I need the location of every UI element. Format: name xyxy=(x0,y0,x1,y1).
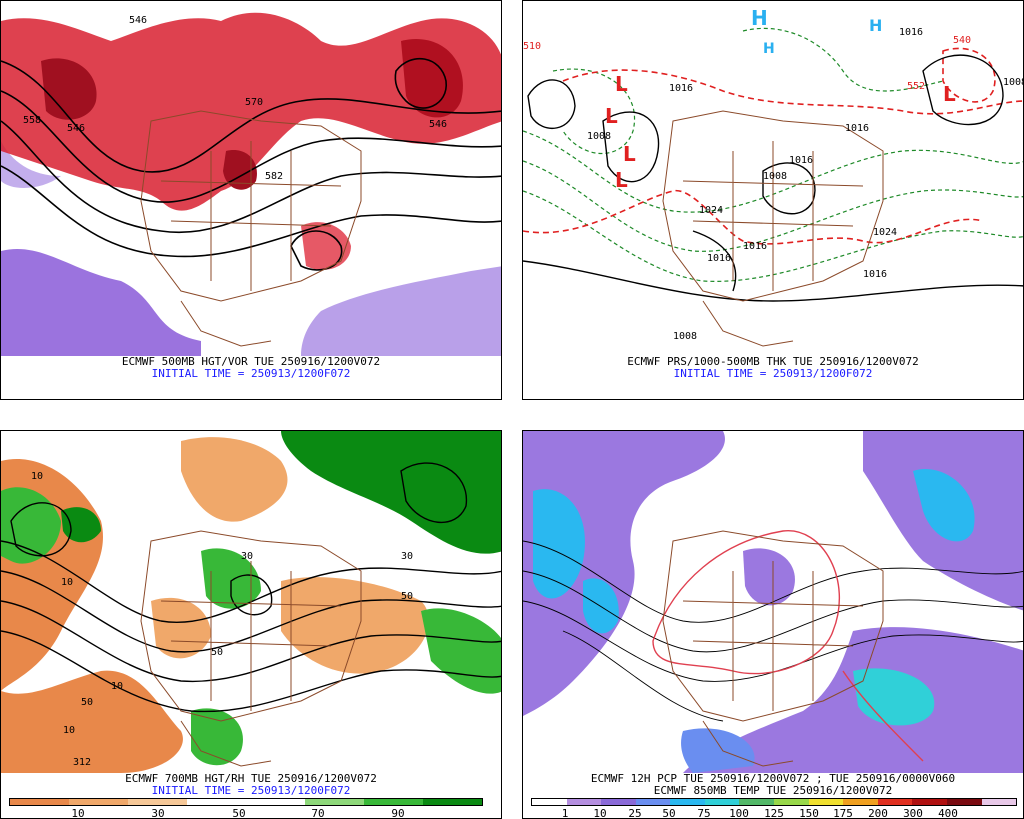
colorbar-tick: 1 xyxy=(561,807,569,819)
map-500mb xyxy=(1,1,501,356)
isobar-label: 1016 xyxy=(863,269,888,280)
isobar-label: 1008 xyxy=(673,331,698,342)
isobar-label: 1008 xyxy=(587,131,612,142)
contour-label: 10 xyxy=(61,577,74,588)
pressure-systems: H H H L L L L L xyxy=(605,6,956,192)
colorbar-tick: 10 xyxy=(71,807,85,819)
precip-area xyxy=(523,431,725,716)
colorbar-tick: 300 xyxy=(903,807,923,819)
isobar-label: 1016 xyxy=(899,27,924,38)
isobar-label: 1016 xyxy=(789,155,814,166)
map-700mb xyxy=(1,431,501,773)
caption-line1: ECMWF 12H PCP TUE 250916/1200V072 ; TUE … xyxy=(590,772,956,785)
rh-dry-area xyxy=(151,597,211,659)
map-prs-thk: H H H L L L L L xyxy=(523,1,1023,356)
colorbar-tick: 50 xyxy=(232,807,246,819)
contour-label: 10 xyxy=(111,681,124,692)
contour-label: 558 xyxy=(23,115,42,126)
rh-moist-area xyxy=(421,608,501,694)
caption-line2: ECMWF 850MB TEMP TUE 250916/1200V072 xyxy=(653,784,893,797)
colorbar-tick: 400 xyxy=(938,807,958,819)
isobar-label: 1016 xyxy=(707,253,732,264)
vor-neg-area xyxy=(1,248,201,356)
caption-line1: ECMWF 500MB HGT/VOR TUE 250916/1200V072 xyxy=(121,355,381,368)
colorbar-tick: 70 xyxy=(311,807,325,819)
colorbar-tick: 90 xyxy=(391,807,405,819)
colorbar-tick: 25 xyxy=(628,807,642,819)
caption-line2: INITIAL TIME = 250913/1200F072 xyxy=(151,784,351,797)
thickness-label: 540 xyxy=(953,35,972,46)
colorbar-tick: 100 xyxy=(729,807,749,819)
contour-label: 546 xyxy=(429,119,448,130)
caption-line1: ECMWF 700MB HGT/RH TUE 250916/1200V072 xyxy=(125,772,377,785)
contour-label: 546 xyxy=(67,123,86,134)
vor-pos-area xyxy=(301,222,351,270)
vor-pos-area xyxy=(223,150,257,190)
low-marker: L xyxy=(943,82,956,106)
rh-moist-area xyxy=(201,548,261,609)
colorbar-tick: 75 xyxy=(697,807,711,819)
low-marker: L xyxy=(623,142,636,166)
isobar-label: 1024 xyxy=(699,205,724,216)
vor-neg-area xyxy=(301,266,501,356)
rh-colorbar xyxy=(9,798,483,806)
contour-label: 10 xyxy=(63,725,76,736)
isobar-label: 1008 xyxy=(763,171,788,182)
precip-area xyxy=(913,469,975,542)
isobar-label: 1024 xyxy=(873,227,898,238)
caption-line1: ECMWF PRS/1000-500MB THK TUE 250916/1200… xyxy=(627,355,919,368)
contour-label: 546 xyxy=(129,15,148,26)
thickness-label: 552 xyxy=(907,81,926,92)
contour-label: 50 xyxy=(211,647,224,658)
contour-label: 582 xyxy=(265,171,284,182)
colorbar-tick: 50 xyxy=(662,807,676,819)
high-marker: H xyxy=(763,41,775,57)
contour-label: 30 xyxy=(401,551,414,562)
colorbar-tick: 175 xyxy=(833,807,853,819)
precip-area xyxy=(681,728,755,773)
contour-label: 50 xyxy=(401,591,414,602)
contour-label: 570 xyxy=(245,97,264,108)
panel-500mb-hgt-vor: ECMWF 500MB HGT/VOR TUE 250916/1200V072 … xyxy=(0,0,502,400)
high-marker: H xyxy=(869,16,882,35)
colorbar-tick: 150 xyxy=(799,807,819,819)
rh-dry-area xyxy=(181,437,288,522)
colorbar-tick: 125 xyxy=(764,807,784,819)
panel-prs-thk: H H H L L L L L ECMWF PRS/1000-500MB THK… xyxy=(522,0,1024,400)
vor-neg-area xyxy=(1,141,61,188)
precip-area xyxy=(533,489,585,599)
vor-pos-area xyxy=(41,58,97,120)
colorbar-tick: 10 xyxy=(593,807,607,819)
isobar-label: 1016 xyxy=(743,241,768,252)
precip-area xyxy=(583,578,619,634)
caption-line2: INITIAL TIME = 250913/1200F072 xyxy=(151,367,351,380)
contour-label: 312 xyxy=(73,757,92,768)
low-marker: L xyxy=(605,104,618,128)
high-marker: H xyxy=(751,6,768,30)
isobar-label: 1016 xyxy=(669,83,694,94)
thickness-label: 510 xyxy=(523,41,542,52)
contour-label: 50 xyxy=(81,697,94,708)
colorbar-tick: 200 xyxy=(868,807,888,819)
precip-area xyxy=(743,548,795,606)
colorbar-tick: 30 xyxy=(151,807,165,819)
rh-moist-area xyxy=(281,431,501,554)
map-pcp-temp xyxy=(523,431,1023,773)
precip-area xyxy=(683,627,1023,773)
contour-label: 30 xyxy=(241,551,254,562)
panel-12h-pcp-850mb-temp: ECMWF 12H PCP TUE 250916/1200V072 ; TUE … xyxy=(522,430,1024,819)
isobar-label: 1016 xyxy=(845,123,870,134)
contour-label: 10 xyxy=(31,471,44,482)
vor-pos-area xyxy=(1,12,501,211)
precip-area xyxy=(853,668,935,726)
low-marker: L xyxy=(615,72,628,96)
caption-line2: INITIAL TIME = 250913/1200F072 xyxy=(673,367,873,380)
precip-colorbar xyxy=(531,798,1017,806)
panel-700mb-hgt-rh: ECMWF 700MB HGT/RH TUE 250916/1200V072 I… xyxy=(0,430,502,819)
low-marker: L xyxy=(615,168,628,192)
rh-moist-area xyxy=(191,708,243,766)
isobar-label: 1008 xyxy=(1003,77,1023,88)
